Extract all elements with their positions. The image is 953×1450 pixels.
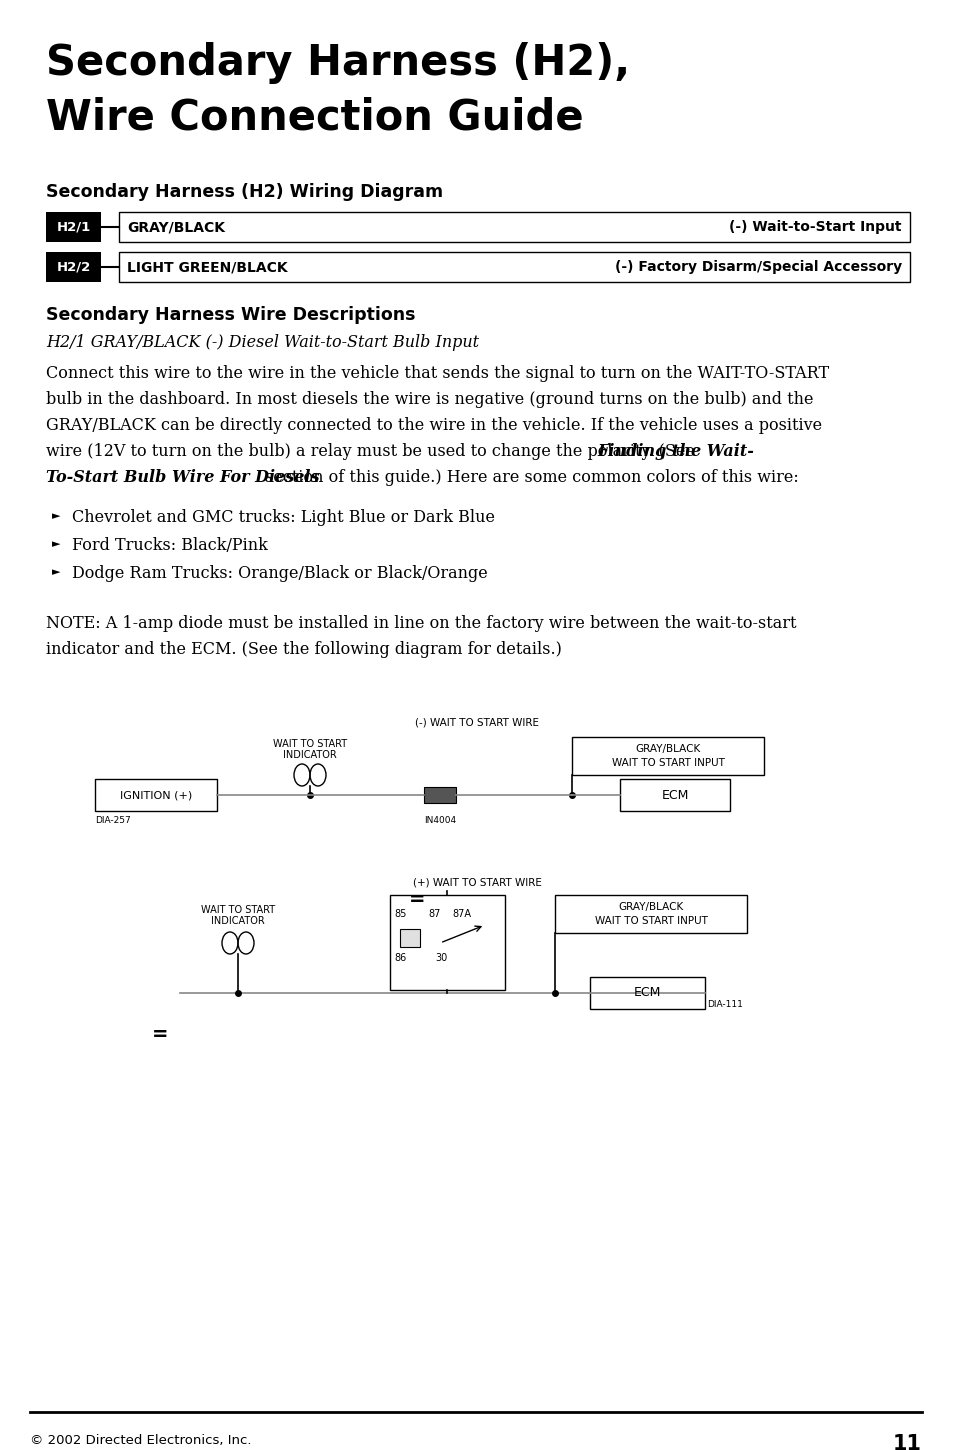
Text: IN4004: IN4004 — [423, 816, 456, 825]
Text: ►: ► — [52, 510, 60, 521]
Text: =: = — [409, 890, 425, 909]
Text: Secondary Harness Wire Descriptions: Secondary Harness Wire Descriptions — [46, 306, 416, 323]
FancyBboxPatch shape — [46, 252, 101, 281]
Text: wire (12V to turn on the bulb) a relay must be used to change the polarity. (See: wire (12V to turn on the bulb) a relay m… — [46, 444, 700, 460]
Text: DIA-257: DIA-257 — [95, 816, 131, 825]
Text: NOTE: A 1-amp diode must be installed in line on the factory wire between the wa: NOTE: A 1-amp diode must be installed in… — [46, 615, 796, 632]
FancyBboxPatch shape — [119, 252, 909, 281]
Text: DIA-111: DIA-111 — [706, 1000, 742, 1009]
Text: LIGHT GREEN/BLACK: LIGHT GREEN/BLACK — [127, 260, 287, 274]
Text: 87: 87 — [428, 909, 440, 919]
FancyBboxPatch shape — [555, 895, 746, 932]
FancyBboxPatch shape — [95, 779, 216, 811]
Text: © 2002 Directed Electronics, Inc.: © 2002 Directed Electronics, Inc. — [30, 1434, 252, 1447]
Text: Ford Trucks: Black/Pink: Ford Trucks: Black/Pink — [71, 536, 268, 554]
Text: H2/1: H2/1 — [56, 220, 91, 233]
Text: IGNITION (+): IGNITION (+) — [120, 790, 192, 800]
Text: Finding the Wait-: Finding the Wait- — [597, 444, 753, 460]
Text: (-) WAIT TO START WIRE: (-) WAIT TO START WIRE — [415, 716, 538, 726]
Text: bulb in the dashboard. In most diesels the wire is negative (ground turns on the: bulb in the dashboard. In most diesels t… — [46, 392, 813, 407]
Text: WAIT TO START INPUT: WAIT TO START INPUT — [611, 758, 723, 768]
Text: To-Start Bulb Wire For Diesels: To-Start Bulb Wire For Diesels — [46, 468, 319, 486]
Text: ECM: ECM — [660, 789, 688, 802]
FancyBboxPatch shape — [390, 895, 504, 990]
Text: ►: ► — [52, 567, 60, 577]
Text: 87A: 87A — [452, 909, 471, 919]
Text: Secondary Harness (H2) Wiring Diagram: Secondary Harness (H2) Wiring Diagram — [46, 183, 442, 202]
Text: WAIT TO START INPUT: WAIT TO START INPUT — [594, 916, 707, 927]
Text: H2/2: H2/2 — [56, 261, 91, 274]
Text: ►: ► — [52, 539, 60, 550]
FancyBboxPatch shape — [572, 737, 763, 774]
Text: INDICATOR: INDICATOR — [211, 916, 265, 927]
Text: indicator and the ECM. (See the following diagram for details.): indicator and the ECM. (See the followin… — [46, 641, 561, 658]
FancyBboxPatch shape — [589, 977, 704, 1009]
FancyBboxPatch shape — [46, 212, 101, 242]
FancyBboxPatch shape — [399, 929, 419, 947]
Text: section of this guide.) Here are some common colors of this wire:: section of this guide.) Here are some co… — [260, 468, 798, 486]
FancyBboxPatch shape — [119, 212, 909, 242]
Text: Dodge Ram Trucks: Orange/Black or Black/Orange: Dodge Ram Trucks: Orange/Black or Black/… — [71, 566, 487, 581]
Text: ECM: ECM — [633, 986, 660, 999]
FancyBboxPatch shape — [619, 779, 729, 811]
Text: 30: 30 — [435, 953, 447, 963]
Text: 11: 11 — [892, 1434, 921, 1450]
Text: GRAY/BLACK: GRAY/BLACK — [127, 220, 225, 233]
Text: Chevrolet and GMC trucks: Light Blue or Dark Blue: Chevrolet and GMC trucks: Light Blue or … — [71, 509, 495, 526]
Text: 86: 86 — [394, 953, 406, 963]
Text: Secondary Harness (H2),: Secondary Harness (H2), — [46, 42, 630, 84]
Text: Wire Connection Guide: Wire Connection Guide — [46, 96, 583, 138]
FancyBboxPatch shape — [423, 787, 456, 803]
Text: INDICATOR: INDICATOR — [283, 750, 336, 760]
Text: WAIT TO START: WAIT TO START — [273, 740, 347, 750]
Text: (-) Factory Disarm/Special Accessory: (-) Factory Disarm/Special Accessory — [615, 260, 901, 274]
Text: GRAY/BLACK: GRAY/BLACK — [635, 744, 700, 754]
Text: (-) Wait-to-Start Input: (-) Wait-to-Start Input — [729, 220, 901, 233]
Text: WAIT TO START: WAIT TO START — [201, 905, 274, 915]
Text: GRAY/BLACK: GRAY/BLACK — [618, 902, 683, 912]
Text: GRAY/BLACK can be directly connected to the wire in the vehicle. If the vehicle : GRAY/BLACK can be directly connected to … — [46, 418, 821, 434]
Text: (+) WAIT TO START WIRE: (+) WAIT TO START WIRE — [412, 877, 541, 887]
Text: Connect this wire to the wire in the vehicle that sends the signal to turn on th: Connect this wire to the wire in the veh… — [46, 365, 828, 381]
Text: =: = — [152, 1025, 168, 1044]
Text: H2/1 GRAY/BLACK (-) Diesel Wait-to-Start Bulb Input: H2/1 GRAY/BLACK (-) Diesel Wait-to-Start… — [46, 334, 478, 351]
Text: 85: 85 — [394, 909, 406, 919]
